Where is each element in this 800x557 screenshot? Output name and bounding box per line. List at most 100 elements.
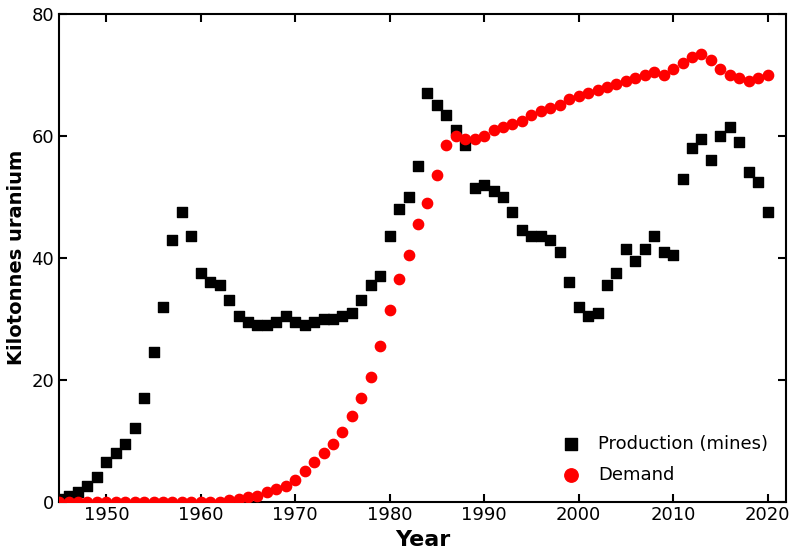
Production (mines) [478,180,490,189]
Production (mines) [204,278,217,287]
Demand [752,74,765,82]
Production (mines) [317,314,330,323]
Production (mines) [185,232,198,241]
Production (mines) [90,473,103,482]
Production (mines) [591,308,604,317]
Production (mines) [638,244,651,253]
Demand [232,495,245,504]
Demand [317,448,330,457]
Production (mines) [157,302,170,311]
Production (mines) [308,317,321,326]
Production (mines) [459,140,472,149]
Demand [222,496,235,505]
Production (mines) [733,138,746,146]
Production (mines) [175,208,188,217]
Demand [582,89,594,97]
Production (mines) [515,226,528,235]
Production (mines) [582,311,594,320]
Demand [374,342,386,351]
Production (mines) [53,494,66,503]
Demand [714,65,726,74]
Production (mines) [525,232,538,241]
Demand [601,82,614,91]
Production (mines) [506,208,519,217]
Production (mines) [752,177,765,186]
Demand [242,493,254,502]
Production (mines) [336,311,349,320]
Production (mines) [214,281,226,290]
Demand [185,497,198,506]
Demand [261,488,274,497]
Demand [336,427,349,436]
Production (mines) [100,457,113,466]
Demand [497,123,510,131]
Demand [676,58,689,67]
Demand [525,110,538,119]
Demand [554,101,566,110]
Legend: Production (mines), Demand: Production (mines), Demand [544,426,778,492]
Demand [346,412,358,421]
Demand [279,482,292,491]
Production (mines) [147,348,160,356]
Production (mines) [242,317,254,326]
Demand [402,250,415,259]
Demand [383,305,396,314]
Production (mines) [279,311,292,320]
Production (mines) [222,296,235,305]
Demand [544,104,557,113]
Production (mines) [648,232,661,241]
Demand [157,497,170,506]
Production (mines) [402,192,415,201]
Demand [326,439,339,448]
Production (mines) [695,134,708,143]
Demand [450,131,462,140]
X-axis label: Year: Year [395,530,450,550]
Demand [506,119,519,128]
Demand [421,198,434,207]
Production (mines) [119,439,132,448]
Demand [591,86,604,95]
Demand [638,70,651,79]
Production (mines) [723,123,736,131]
Production (mines) [497,192,510,201]
Production (mines) [298,320,311,329]
Production (mines) [440,110,453,119]
Production (mines) [326,314,339,323]
Demand [572,92,585,101]
Production (mines) [619,244,632,253]
Demand [658,70,670,79]
Production (mines) [374,272,386,281]
Production (mines) [346,308,358,317]
Demand [62,497,75,506]
Demand [81,497,94,506]
Demand [90,497,103,506]
Demand [695,49,708,58]
Production (mines) [554,247,566,256]
Production (mines) [81,482,94,491]
Production (mines) [72,488,85,497]
Demand [610,80,622,89]
Production (mines) [412,162,425,171]
Production (mines) [742,168,755,177]
Demand [147,497,160,506]
Demand [430,171,443,180]
Production (mines) [128,424,141,433]
Demand [214,497,226,506]
Y-axis label: Kilotonnes uranium: Kilotonnes uranium [7,150,26,365]
Demand [72,497,85,506]
Demand [289,476,302,485]
Production (mines) [430,101,443,110]
Production (mines) [534,232,547,241]
Demand [534,107,547,116]
Production (mines) [666,250,679,259]
Production (mines) [676,174,689,183]
Demand [204,497,217,506]
Demand [459,134,472,143]
Demand [733,74,746,82]
Demand [723,70,736,79]
Demand [175,497,188,506]
Demand [742,76,755,85]
Production (mines) [601,281,614,290]
Demand [487,125,500,134]
Demand [478,131,490,140]
